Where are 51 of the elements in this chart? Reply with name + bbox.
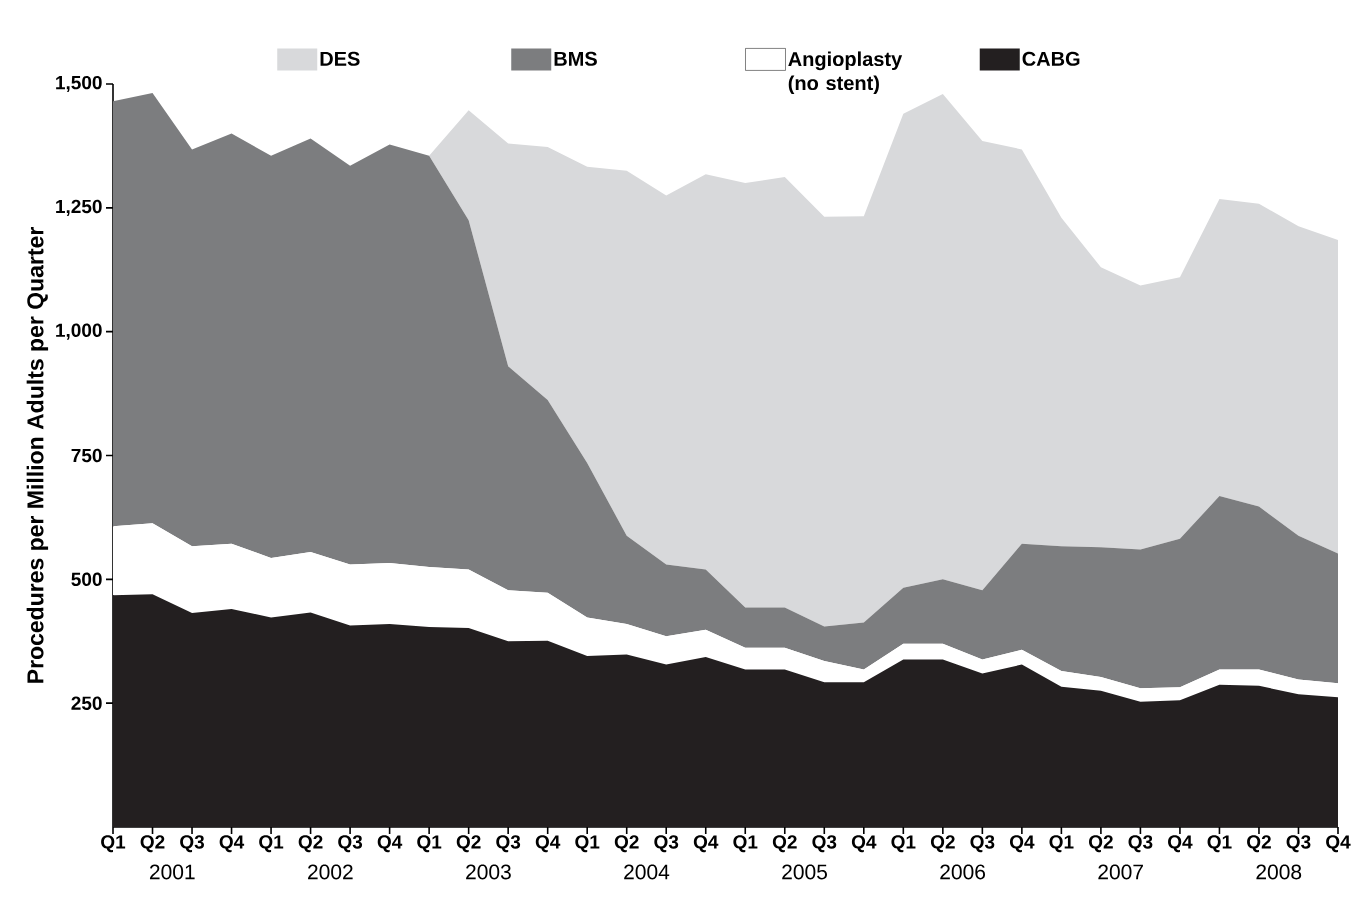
x-tick-label: Q2	[140, 835, 165, 853]
x-tick-label: Q3	[338, 835, 363, 853]
text: 2004	[624, 864, 670, 880]
x-tick-label: Q3	[970, 835, 995, 853]
x-tick-label: Q2	[1247, 835, 1271, 853]
legend-label: DES	[320, 51, 360, 66]
x-tick-label: Q1	[733, 835, 758, 853]
x-tick-label: Q1	[891, 835, 916, 853]
x-tick-label: Q4	[851, 835, 877, 853]
text: 2003	[466, 864, 511, 880]
text: 2006	[940, 864, 986, 880]
x-tick-label: Q2	[930, 835, 955, 853]
x-tick-label: Q1	[417, 835, 442, 853]
x-tick-label: Q3	[496, 835, 521, 853]
y-tick-label: 250	[71, 696, 102, 710]
text: 2007	[1098, 864, 1143, 880]
legend-label: BMS	[554, 51, 597, 66]
x-tick-label: Q4	[1168, 835, 1193, 853]
x-tick-label: Q2	[1089, 835, 1113, 853]
text: 2002	[308, 864, 353, 880]
y-tick-label: 500	[71, 572, 102, 587]
x-tick-label: Q1	[575, 835, 600, 853]
x-tick-label: Q1	[259, 835, 284, 853]
y-axis-title: Procedures per Million Adults per Quarter	[26, 227, 49, 683]
legend-label: CABG	[1022, 51, 1080, 66]
x-tick-label: Q2	[772, 835, 797, 853]
x-tick-label: Q1	[101, 835, 126, 853]
x-tick-label: Q4	[1326, 835, 1351, 853]
x-tick-label: Q4	[535, 835, 561, 853]
text: 2008	[1256, 864, 1302, 880]
text: 2005	[782, 864, 827, 880]
x-tick-label: Q3	[654, 835, 679, 853]
x-tick-label: Q3	[180, 835, 205, 853]
y-tick-label: 1,500	[56, 75, 102, 93]
x-tick-label: Q2	[298, 835, 323, 853]
legend-label: Angioplasty (no stent)	[788, 51, 903, 95]
x-tick-label: Q4	[219, 835, 245, 853]
x-tick-label: Q4	[1009, 835, 1035, 853]
text: 2001	[149, 864, 195, 880]
x-tick-label: Q3	[1286, 835, 1311, 853]
x-tick-label: Q1	[1049, 835, 1074, 853]
x-tick-label: Q4	[693, 835, 719, 853]
x-tick-label: Q3	[1128, 835, 1153, 853]
x-tick-label: Q3	[812, 835, 837, 853]
x-tick-label: Q2	[456, 835, 481, 853]
x-tick-label: Q1	[1207, 835, 1232, 853]
y-tick-label: 1,000	[56, 323, 102, 340]
x-tick-label: Q4	[377, 835, 403, 853]
y-tick-label: 1,250	[56, 199, 102, 216]
y-tick-label: 750	[71, 448, 102, 463]
x-tick-label: Q2	[614, 835, 639, 853]
